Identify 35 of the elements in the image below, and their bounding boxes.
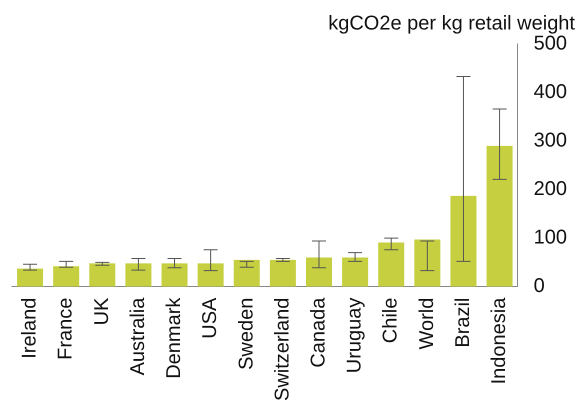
x-tick-label: USA bbox=[199, 296, 222, 339]
bar bbox=[450, 196, 476, 287]
bar bbox=[342, 258, 368, 287]
x-tick-label: Brazil bbox=[452, 298, 474, 348]
chart-title: kgCO2e per kg retail weight bbox=[328, 12, 576, 35]
bar bbox=[17, 268, 44, 287]
bar bbox=[486, 146, 513, 287]
x-tick-label: UK bbox=[90, 296, 113, 326]
bar bbox=[198, 263, 224, 287]
x-tick-label: Switzerland bbox=[271, 298, 294, 402]
bar bbox=[162, 263, 188, 287]
y-tick-label: 400 bbox=[534, 81, 568, 104]
bar bbox=[306, 258, 332, 287]
x-tick-label: World bbox=[416, 298, 438, 350]
x-tick-label: Chile bbox=[380, 298, 402, 344]
bar bbox=[270, 260, 296, 287]
y-tick-label: 500 bbox=[534, 32, 568, 55]
x-tick-label: Uruguay bbox=[344, 298, 366, 374]
bar bbox=[378, 242, 404, 287]
x-tick-label: Indonesia bbox=[488, 296, 510, 384]
bar bbox=[89, 263, 116, 287]
bar bbox=[234, 260, 260, 287]
bar bbox=[125, 263, 152, 287]
x-tick-label: France bbox=[54, 298, 77, 360]
x-tick-label: Sweden bbox=[235, 298, 258, 370]
y-tick-label: 100 bbox=[534, 226, 568, 249]
y-tick-label: 300 bbox=[534, 130, 568, 152]
x-tick-label: Canada bbox=[308, 296, 330, 368]
bar bbox=[414, 240, 440, 287]
y-tick-label: 200 bbox=[534, 178, 568, 200]
x-tick-label: Ireland bbox=[18, 298, 41, 359]
bar bbox=[53, 266, 80, 287]
y-tick-label: 0 bbox=[534, 275, 545, 298]
x-tick-label: Australia bbox=[126, 296, 149, 376]
x-tick-label: Denmark bbox=[163, 296, 186, 379]
